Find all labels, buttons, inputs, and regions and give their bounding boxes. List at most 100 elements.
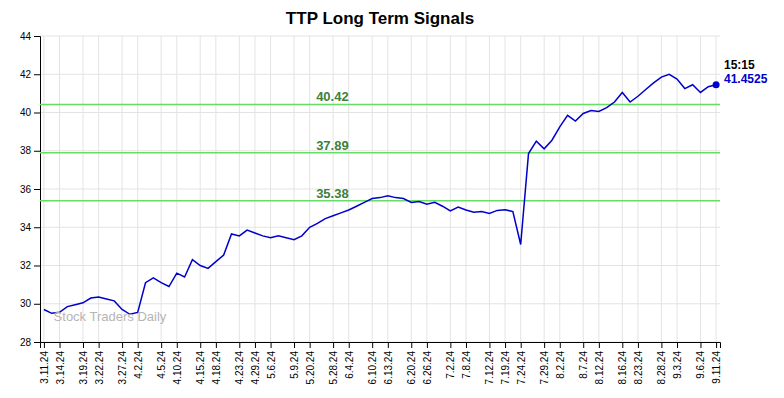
x-tick-label: 6.20.24 — [406, 351, 417, 385]
grid-line-x — [98, 36, 99, 342]
y-tick: 36 — [20, 184, 40, 195]
x-tick-label: 3.22.24 — [94, 351, 105, 385]
grid-line-x — [450, 36, 451, 342]
x-tick-mark — [700, 342, 701, 348]
grid-line-x — [598, 36, 599, 342]
y-tick-label: 36 — [20, 184, 32, 195]
reference-line — [40, 104, 720, 106]
y-tick-label: 42 — [20, 69, 32, 80]
x-tick-label: 8.23.24 — [633, 351, 644, 385]
x-tick-label: 5.20.24 — [305, 351, 316, 385]
x-tick-label: 9.6.24 — [695, 351, 706, 379]
reference-line-label: 37.89 — [316, 138, 349, 153]
x-tick-label: 8.7.24 — [578, 351, 589, 379]
x-tick-label: 7.12.24 — [484, 351, 495, 385]
x-tick-mark — [122, 342, 123, 348]
grid-line-x — [82, 36, 83, 342]
x-tick: 7.8.24 — [461, 342, 472, 379]
y-tick: 28 — [20, 337, 40, 348]
x-tick: 9.3.24 — [672, 342, 683, 379]
x-tick-mark — [450, 342, 451, 348]
x-tick-mark — [255, 342, 256, 348]
x-tick: 5.20.24 — [305, 342, 316, 384]
x-tick: 3.14.24 — [55, 342, 66, 384]
grid-line-x — [583, 36, 584, 342]
grid-line-y — [40, 112, 720, 113]
x-tick-label: 3.11.24 — [39, 351, 50, 384]
y-tick: 42 — [20, 69, 40, 80]
grid-line-x — [622, 36, 623, 342]
x-tick: 4.15.24 — [195, 342, 206, 384]
x-tick-label: 3.19.24 — [78, 351, 89, 385]
y-tick-label: 30 — [20, 298, 32, 309]
x-tick-label: 3.27.24 — [117, 351, 128, 385]
x-tick: 6.10.24 — [367, 342, 378, 384]
x-tick: 5.9.24 — [289, 342, 300, 379]
x-tick-label: 7.8.24 — [461, 351, 472, 379]
y-axis-line — [34, 37, 41, 343]
grid-line-x — [137, 36, 138, 342]
x-tick-mark — [583, 342, 584, 348]
x-tick-mark — [638, 342, 639, 348]
watermark: Stock Traders Daily — [54, 309, 167, 324]
x-tick-label: 6.13.24 — [383, 351, 394, 385]
x-tick: 8.28.24 — [656, 342, 667, 384]
y-tick-mark — [34, 74, 40, 75]
x-tick-label: 9.3.24 — [672, 351, 683, 379]
x-tick-label: 4.5.24 — [156, 351, 167, 379]
y-tick-mark — [34, 304, 40, 305]
x-tick: 5.6.24 — [266, 342, 277, 379]
grid-line-x — [270, 36, 271, 342]
x-tick: 7.12.24 — [484, 342, 495, 384]
grid-line-y — [40, 265, 720, 266]
y-tick-label: 34 — [20, 222, 32, 233]
x-tick-mark — [177, 342, 178, 348]
x-tick-mark — [411, 342, 412, 348]
y-axis: 283032343638404244 — [20, 31, 41, 348]
grid-line-x — [239, 36, 240, 342]
grid-line-x — [176, 36, 177, 342]
grid-line-x — [387, 36, 388, 342]
grid-line-x — [700, 36, 701, 342]
x-tick-label: 6.26.24 — [422, 351, 433, 385]
x-tick-mark — [161, 342, 162, 348]
x-tick-label: 4.23.24 — [234, 351, 245, 385]
x-tick: 4.18.24 — [211, 342, 222, 384]
x-tick-label: 4.15.24 — [195, 351, 206, 385]
x-tick: 8.7.24 — [578, 342, 589, 379]
grid-line-x — [309, 36, 310, 342]
y-tick-mark — [34, 342, 40, 343]
y-tick-mark — [34, 227, 40, 228]
y-tick: 40 — [20, 107, 40, 118]
x-tick: 7.24.24 — [516, 342, 527, 384]
grid-line-x — [411, 36, 412, 342]
y-tick-mark — [34, 36, 40, 37]
x-tick-mark — [544, 342, 545, 348]
y-tick-mark — [34, 266, 40, 267]
x-tick: 5.28.24 — [328, 342, 339, 384]
x-tick: 8.23.24 — [633, 342, 644, 384]
annotation-value: 41.4525 — [724, 72, 768, 86]
grid-line-x — [426, 36, 427, 342]
grid-line-x — [520, 36, 521, 342]
x-tick-label: 8.28.24 — [656, 351, 667, 385]
x-tick-mark — [466, 342, 467, 348]
x-tick-label: 5.28.24 — [328, 351, 339, 385]
grid-line-x — [661, 36, 662, 342]
x-axis-line — [41, 343, 721, 349]
grid-line-x — [122, 36, 123, 342]
grid-line-x — [200, 36, 201, 342]
x-tick-label: 8.12.24 — [594, 351, 605, 385]
x-tick-label: 4.29.24 — [250, 351, 261, 385]
x-tick: 6.26.24 — [422, 342, 433, 384]
y-tick-mark — [34, 113, 40, 114]
x-tick: 4.29.24 — [250, 342, 261, 384]
grid-line-x — [505, 36, 506, 342]
last-point — [713, 81, 720, 88]
x-tick-label: 4.2.24 — [133, 351, 144, 379]
x-tick-label: 3.14.24 — [55, 351, 66, 385]
x-tick-mark — [99, 342, 100, 348]
grid-line-x — [544, 36, 545, 342]
x-tick-mark — [239, 342, 240, 348]
x-tick-mark — [521, 342, 522, 348]
